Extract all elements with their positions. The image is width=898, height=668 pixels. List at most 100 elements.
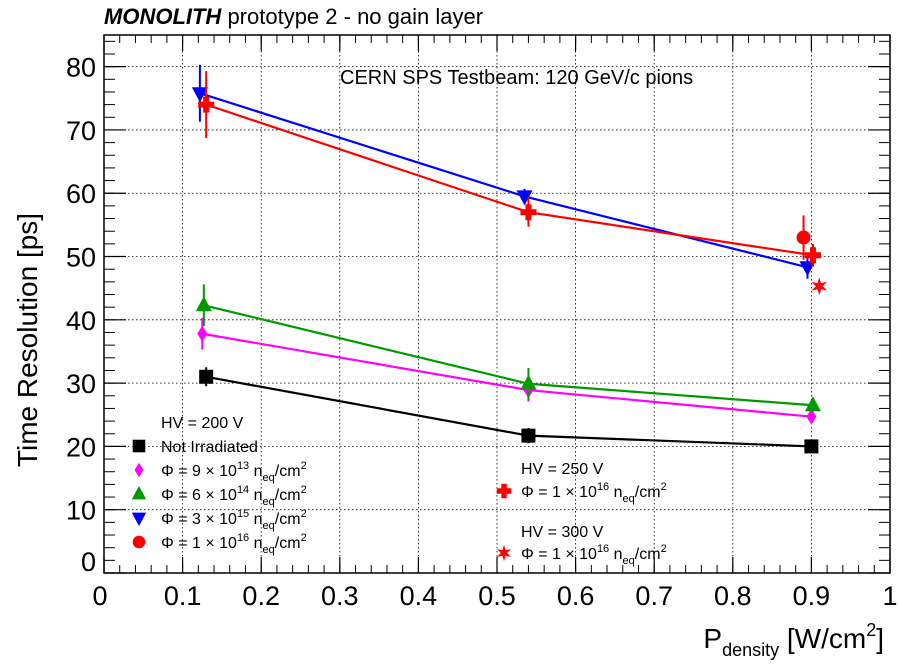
marker-diamond bbox=[197, 325, 208, 342]
axis-ticks bbox=[103, 35, 891, 574]
legend: HV = 200 V Not Irradiated Φ = 9 × 1013 n… bbox=[131, 415, 307, 556]
x-tick-label: 0.3 bbox=[321, 581, 359, 611]
marker-triangle-up bbox=[195, 296, 212, 312]
legend-text-part: = bbox=[174, 487, 192, 504]
legend-text-part: n bbox=[249, 535, 262, 552]
legend-hv300: HV = 300 V bbox=[521, 524, 604, 541]
legend-text-part: Φ bbox=[161, 487, 174, 504]
marker-square bbox=[199, 369, 214, 384]
legend-text-part: n bbox=[249, 463, 262, 480]
legend-text-part: = bbox=[174, 535, 192, 552]
legend-text-part: /cm bbox=[275, 511, 301, 528]
x-tick-label: 0.9 bbox=[793, 581, 831, 611]
legend-text-part: = bbox=[534, 484, 552, 501]
legend-text-part: 2 bbox=[301, 532, 307, 544]
legend-text-part: /cm bbox=[275, 463, 301, 480]
legend-text-part: × 10 bbox=[561, 546, 597, 563]
legend-text-part: Φ bbox=[161, 535, 174, 552]
x-axis-sup: 2 bbox=[866, 620, 876, 640]
legend-text-part: eq bbox=[263, 496, 275, 508]
legend-text-part: 15 bbox=[237, 508, 249, 520]
legend-text-part: Φ bbox=[161, 511, 174, 528]
series-f6e14 bbox=[195, 284, 821, 412]
x-tick-label: 0.6 bbox=[557, 581, 595, 611]
legend-text-part: × 10 bbox=[201, 535, 237, 552]
legend-text-part: = bbox=[534, 546, 552, 563]
series-ni bbox=[199, 367, 819, 454]
legend-text-part: 14 bbox=[237, 484, 249, 496]
marker-triangle-up bbox=[804, 396, 821, 412]
legend-text-part: × 10 bbox=[201, 487, 237, 504]
legend-text-part: eq bbox=[623, 555, 635, 567]
x-tick-label: 0.4 bbox=[400, 581, 438, 611]
marker-triangle-down bbox=[799, 261, 816, 277]
legend-entry-3: Φ = 1 × 1016 neq/cm2 bbox=[161, 532, 307, 556]
y-tick-label: 70 bbox=[66, 116, 96, 146]
legend-hv300-entry: Φ = 1 × 1016 neq/cm2 bbox=[496, 543, 667, 567]
x-axis-main: P bbox=[703, 623, 722, 654]
legend-entry-1: Φ = 6 × 1014 neq/cm2 bbox=[161, 484, 307, 508]
x-tick-label: 0.7 bbox=[635, 581, 673, 611]
y-tick-label: 80 bbox=[66, 53, 96, 83]
legend-text-part: 16 bbox=[237, 532, 249, 544]
marker-triangle-up bbox=[131, 485, 147, 500]
legend-text-part: n bbox=[249, 511, 262, 528]
legend-text-part: Φ bbox=[161, 463, 174, 480]
marker-square bbox=[804, 439, 819, 454]
series-f1e16_250 bbox=[198, 71, 821, 267]
legend-entry-0: Φ = 9 × 1013 neq/cm2 bbox=[161, 460, 307, 484]
x-tick-label: 0 bbox=[92, 581, 107, 611]
series-f1e16_300 bbox=[811, 277, 828, 296]
x-tick-label: 0.8 bbox=[714, 581, 752, 611]
legend-text-part: 6 bbox=[192, 487, 201, 504]
legend-text-part: × 10 bbox=[201, 463, 237, 480]
y-tick-label: 20 bbox=[66, 432, 96, 462]
legend-hv200: HV = 200 V bbox=[161, 415, 244, 432]
x-axis-unit: [W/cm bbox=[779, 623, 866, 654]
legend-text-part: 1 bbox=[552, 546, 561, 563]
legend-text-part: /cm bbox=[635, 484, 661, 501]
legend-text-part: eq bbox=[263, 544, 275, 556]
legend-text-part: n bbox=[609, 484, 622, 501]
legend-hv250: HV = 250 V bbox=[521, 461, 604, 478]
legend-text-part: 2 bbox=[301, 460, 307, 472]
legend-text-part: 2 bbox=[661, 543, 667, 555]
series-line bbox=[203, 304, 814, 407]
marker-square bbox=[521, 428, 536, 443]
legend-text-part: eq bbox=[263, 520, 275, 532]
marker-cross bbox=[520, 204, 537, 221]
legend-text-part: /cm bbox=[635, 546, 661, 563]
y-tick-label: 10 bbox=[66, 496, 96, 526]
x-tick-label: 0.1 bbox=[164, 581, 202, 611]
title-rest: prototype 2 - no gain layer bbox=[221, 4, 483, 29]
chart-title: MONOLITH prototype 2 - no gain layer bbox=[104, 4, 483, 29]
marker-star bbox=[496, 544, 512, 562]
y-tick-label: 40 bbox=[66, 306, 96, 336]
legend-hv250-text: Φ = 1 × 1016 neq/cm2 bbox=[521, 481, 667, 505]
x-axis-sub: density bbox=[722, 640, 779, 660]
y-tick-label: 50 bbox=[66, 243, 96, 273]
legend-text-part: × 10 bbox=[201, 511, 237, 528]
legend-text-part: n bbox=[249, 487, 262, 504]
marker-triangle-down bbox=[191, 87, 208, 103]
legend-text-part: /cm bbox=[275, 535, 301, 552]
x-axis-title: Pdensity [W/cm2] bbox=[703, 620, 884, 660]
x-tick-labels: 0 0.1 0.2 0.3 0.4 0.5 0.6 0.7 0.8 0.9 1 bbox=[92, 581, 897, 611]
marker-cross bbox=[496, 483, 512, 499]
legend-text-part: eq bbox=[263, 472, 275, 484]
testbeam-annotation: CERN SPS Testbeam: 120 GeV/c pions bbox=[340, 67, 693, 89]
legend-not-irradiated: Not Irradiated bbox=[161, 439, 258, 456]
legend-hv250-entry: Φ = 1 × 1016 neq/cm2 bbox=[496, 481, 667, 505]
grid-lines bbox=[104, 35, 890, 573]
series-line bbox=[205, 103, 814, 257]
legend-text-part: n bbox=[609, 546, 622, 563]
marker-star bbox=[811, 277, 828, 296]
legend-text-part: Φ bbox=[521, 484, 534, 501]
legend-text-part: 2 bbox=[301, 508, 307, 520]
y-tick-label: 30 bbox=[66, 369, 96, 399]
legend-text-part: 2 bbox=[661, 481, 667, 493]
series-line bbox=[202, 332, 812, 418]
legend-markers bbox=[131, 439, 147, 549]
legend-text-part: 9 bbox=[192, 463, 201, 480]
